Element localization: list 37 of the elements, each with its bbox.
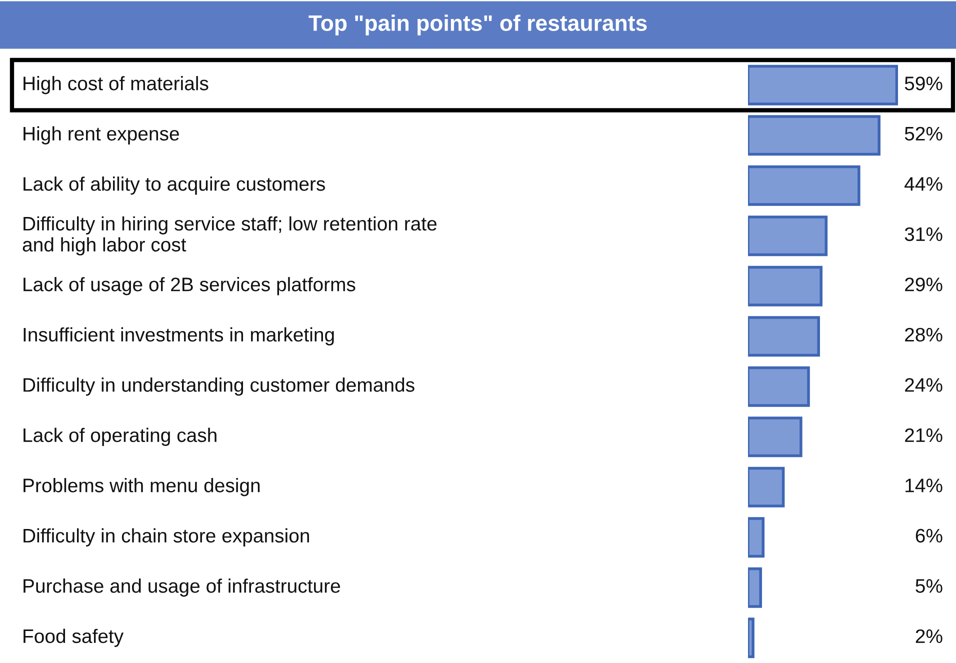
bar [748,618,754,658]
bar [748,64,898,106]
y-tick-label: Difficulty in hiring service staff; low retention rate and high labor cost [22,216,437,256]
y-tick-label: Difficulty in chain store expansion [24,528,309,546]
data-label: 59% [904,76,942,90]
data-label: 52% [904,126,942,141]
data-label: 5% [916,579,942,593]
bar [748,567,762,608]
y-tick-label: High rent expense [24,126,179,144]
y-tick-label: Difficulty in understanding customer demands [24,378,414,396]
data-label: 44% [904,177,942,191]
data-label: 6% [916,528,942,543]
text: Top "pain points" of restaurants [308,14,647,36]
bar [748,517,765,558]
y-tick-label: Lack of usage of 2B services platforms [24,277,356,296]
bar [748,366,810,407]
data-label: 29% [905,278,942,292]
data-label: 14% [906,478,942,492]
data-label: 31% [904,227,942,242]
bar [748,165,860,206]
y-tick-label: Purchase and usage of infrastructure [24,578,340,597]
y-tick-label: Insufficient investments in marketing [24,327,334,346]
y-tick-label: High cost of materials [24,76,208,94]
data-label: 28% [905,328,942,342]
y-tick-label: Problems with menu design [24,478,260,496]
bar [748,115,880,156]
data-label: 2% [916,629,942,644]
bar [748,416,802,458]
bar [748,466,785,508]
bar [748,316,820,357]
bar [748,216,828,256]
y-tick-label: Lack of ability to acquire customers [24,176,325,195]
y-tick-label: Food safety [24,628,124,647]
bar [748,266,822,306]
data-label: 24% [905,378,942,392]
y-tick-label: Lack of operating cash [24,428,216,446]
data-label: 21% [905,428,942,442]
